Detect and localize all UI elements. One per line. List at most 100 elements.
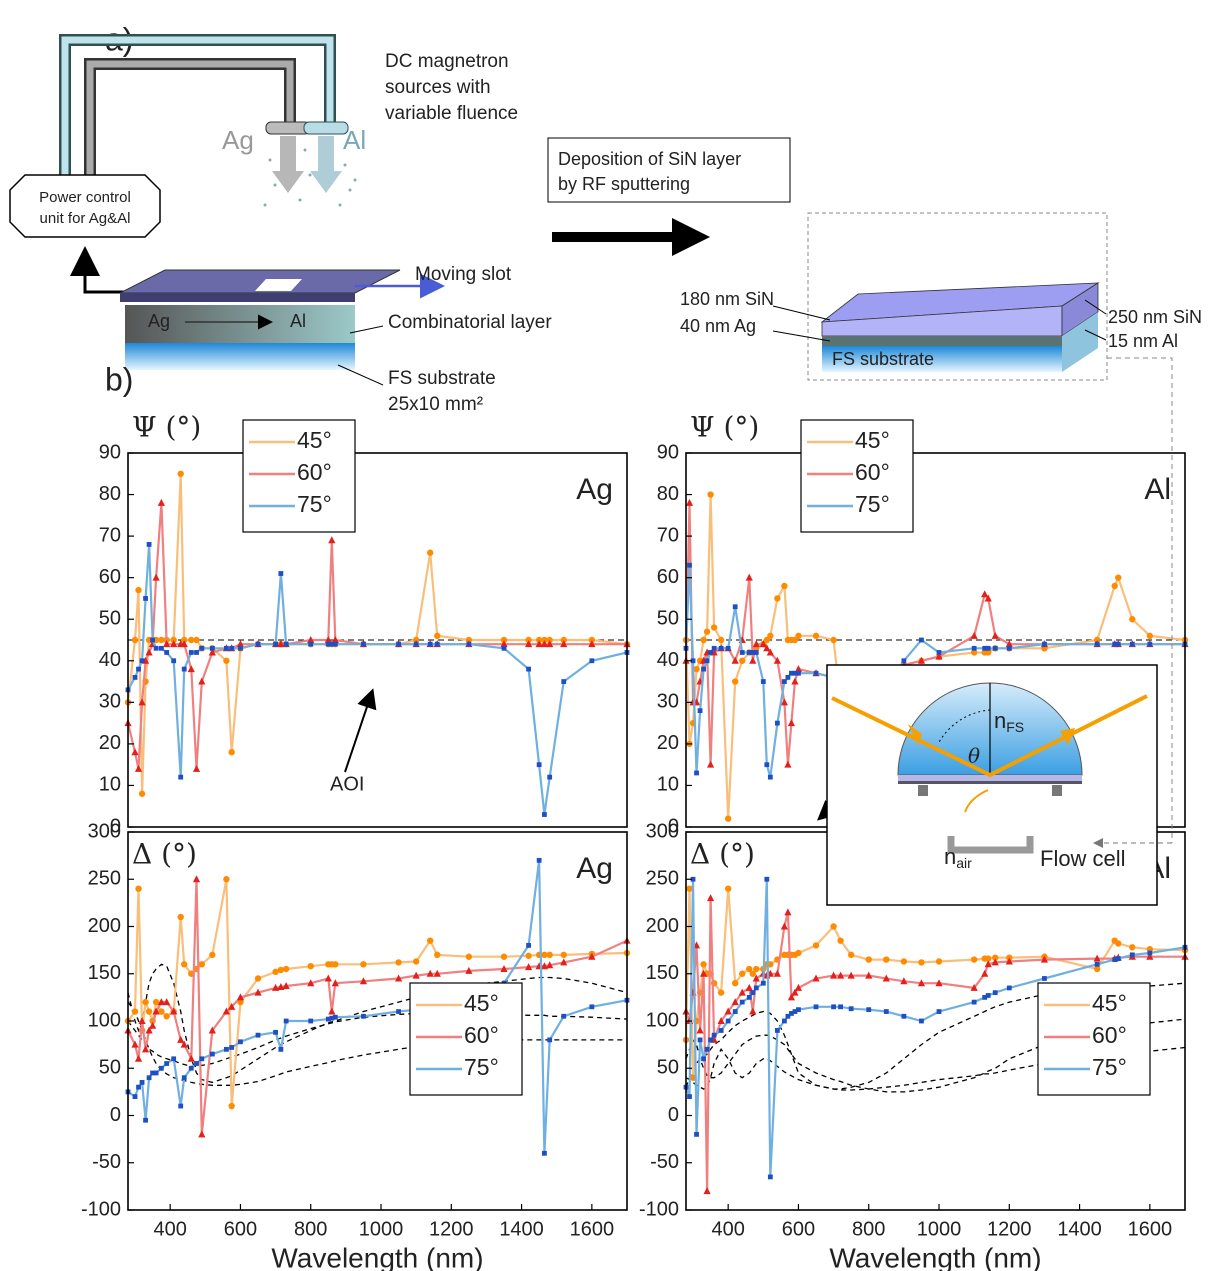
data-point — [254, 988, 262, 996]
y-tick-label: 0 — [110, 815, 121, 837]
panel-annotation: Ag — [576, 852, 613, 885]
data-point — [732, 1009, 738, 1014]
data-point — [152, 1007, 160, 1015]
leader — [1084, 329, 1107, 341]
data-point — [395, 959, 402, 966]
data-point — [361, 641, 366, 647]
data-point — [752, 974, 760, 982]
data-point — [223, 1046, 229, 1052]
pipe — [61, 36, 334, 178]
y-tick-label: 300 — [88, 820, 121, 842]
data-point — [767, 774, 773, 780]
data-point — [981, 969, 989, 977]
flow-cell-seal — [918, 785, 928, 796]
legend-box — [242, 419, 356, 533]
data-point — [785, 1013, 791, 1019]
series-line — [128, 473, 627, 794]
data-point — [935, 958, 943, 965]
data-point — [970, 649, 978, 656]
data-point — [223, 645, 229, 651]
y-axis-title: Δ (°) — [690, 838, 755, 871]
data-point — [177, 1035, 185, 1043]
data-point — [500, 636, 508, 644]
data-point — [1146, 632, 1154, 640]
data-point — [685, 498, 694, 506]
data-point — [764, 876, 770, 882]
data-point — [694, 1132, 699, 1137]
sample-layer — [898, 781, 1082, 784]
data-point — [328, 1007, 336, 1015]
power-unit — [9, 174, 161, 238]
data-point — [981, 590, 989, 598]
data-point — [171, 1056, 177, 1062]
data-point — [697, 1037, 703, 1043]
x-tick-label: 400 — [153, 1218, 186, 1240]
data-point — [753, 985, 759, 991]
data-point — [540, 962, 549, 970]
data-point — [434, 641, 440, 647]
data-point — [774, 595, 781, 602]
data-point — [690, 658, 696, 664]
data-point — [796, 1007, 801, 1013]
flow-cell-seal — [1052, 785, 1062, 796]
y-tick-label: 30 — [657, 691, 679, 713]
data-point — [138, 1017, 146, 1024]
data-point — [171, 658, 177, 664]
light-arrow — [908, 724, 922, 745]
data-point — [711, 1032, 717, 1038]
data-point — [838, 1004, 844, 1010]
data-point — [526, 943, 532, 948]
data-point — [935, 652, 943, 660]
data-point — [970, 983, 978, 991]
data-point — [708, 650, 713, 655]
data-point — [546, 636, 553, 644]
data-point — [588, 636, 596, 644]
data-point — [936, 650, 942, 655]
data-point — [277, 982, 285, 990]
pipe — [86, 60, 294, 178]
data-point — [749, 1007, 757, 1015]
data-point — [525, 952, 532, 959]
data-point — [181, 961, 188, 968]
data-point — [181, 666, 187, 672]
y-tick-label: -50 — [92, 1151, 121, 1173]
leader — [772, 330, 831, 342]
data-point — [188, 1065, 194, 1071]
data-point — [560, 951, 567, 959]
data-point — [701, 1056, 706, 1062]
data-point — [781, 582, 788, 590]
data-point — [706, 760, 715, 768]
data-point — [746, 650, 752, 655]
data-point — [901, 658, 907, 664]
data-point — [541, 951, 548, 959]
data-point — [525, 640, 533, 648]
data-point — [360, 961, 367, 968]
data-point — [500, 640, 508, 648]
data-point — [331, 979, 339, 987]
legend-label: 75° — [855, 491, 890, 517]
data-point — [787, 719, 796, 727]
data-point — [236, 640, 245, 648]
data-point — [332, 961, 339, 968]
sample-text: 180 nm SiN — [680, 289, 774, 309]
data-point — [535, 636, 543, 644]
data-point — [1147, 641, 1153, 647]
data-point — [763, 644, 771, 652]
data-point — [795, 949, 802, 957]
legend-label: 60° — [297, 459, 332, 485]
data-point — [145, 1008, 153, 1015]
data-point — [501, 645, 507, 651]
x-tick-label: 800 — [852, 1218, 885, 1240]
data-point — [331, 636, 339, 643]
data-point — [1129, 952, 1135, 958]
data-point — [132, 1094, 138, 1099]
data-point — [150, 1070, 155, 1076]
slot — [255, 279, 302, 291]
data-point — [255, 1032, 261, 1038]
power-unit-text: Power control — [39, 189, 131, 206]
data-point — [787, 993, 796, 1001]
data-point — [273, 1029, 278, 1035]
data-point — [992, 990, 998, 996]
data-point — [163, 1013, 170, 1020]
